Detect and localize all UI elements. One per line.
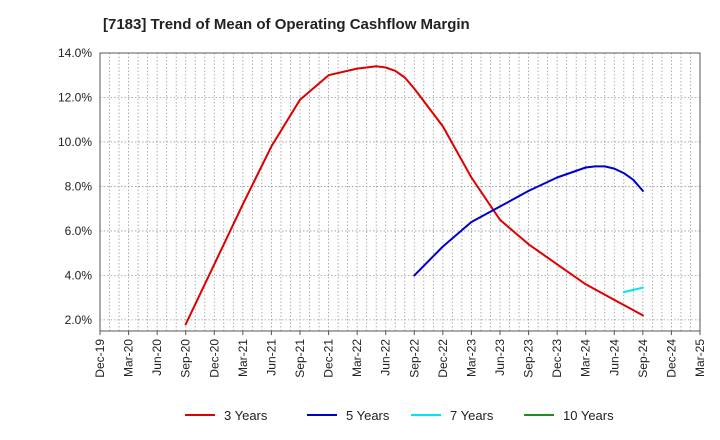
data-point: [613, 298, 616, 301]
data-point: [632, 178, 635, 181]
y-tick-label: 8.0%: [65, 179, 93, 193]
data-point: [641, 314, 644, 317]
data-point: [413, 87, 416, 90]
data-point: [527, 189, 530, 192]
x-tick-label: Jun-23: [493, 339, 507, 376]
y-tick-label: 6.0%: [65, 224, 93, 238]
x-tick-label: Jun-22: [379, 339, 393, 376]
data-point: [499, 218, 501, 221]
legend-label-3: 7 Years: [450, 408, 494, 423]
data-point: [594, 165, 597, 168]
x-tick-label: Jun-20: [150, 339, 164, 376]
data-point: [603, 165, 606, 168]
data-point: [270, 145, 273, 148]
data-point: [584, 283, 587, 286]
data-point: [241, 203, 244, 206]
legend-label-4: 10 Years: [563, 408, 614, 423]
data-point: [384, 66, 387, 69]
data-point: [470, 221, 473, 223]
data-point: [622, 172, 625, 174]
x-tick-label: Dec-23: [550, 339, 564, 378]
x-tick-label: Dec-24: [664, 339, 678, 378]
x-tick-label: Mar-22: [350, 339, 364, 377]
data-point: [375, 65, 378, 68]
x-tick-label: Sep-21: [293, 339, 307, 378]
data-point: [622, 291, 625, 293]
x-tick-label: Dec-22: [436, 339, 450, 378]
x-tick-label: Mar-21: [236, 339, 250, 377]
y-tick-label: 10.0%: [58, 135, 92, 149]
data-point: [365, 66, 368, 69]
data-point: [356, 67, 359, 70]
data-point: [470, 176, 473, 179]
x-tick-label: Jun-21: [264, 339, 278, 376]
data-point: [184, 323, 187, 326]
data-point: [413, 274, 416, 277]
chart-title: [7183] Trend of Mean of Operating Cashfl…: [103, 16, 470, 33]
x-tick-label: Sep-23: [522, 339, 536, 378]
x-tick-label: Sep-22: [407, 339, 421, 378]
x-tick-label: Mar-23: [464, 339, 478, 377]
data-point: [299, 98, 301, 101]
data-point: [527, 243, 530, 246]
x-tick-label: Mar-25: [693, 339, 707, 377]
legend-label-1: 3 Years: [224, 408, 268, 423]
x-tick-label: Mar-20: [122, 339, 136, 377]
data-point: [441, 245, 444, 248]
data-point: [327, 74, 330, 77]
y-tick-label: 14.0%: [58, 46, 92, 60]
plot-border: [99, 52, 701, 332]
data-point: [403, 76, 406, 79]
y-tick-label: 12.0%: [58, 90, 92, 104]
data-point: [499, 205, 501, 208]
data-point: [613, 167, 616, 170]
x-tick-label: Mar-24: [579, 339, 593, 377]
x-tick-label: Sep-20: [179, 339, 193, 378]
data-point: [632, 288, 635, 291]
data-point: [556, 263, 559, 266]
y-tick-label: 4.0%: [65, 268, 93, 282]
series-line-1: [184, 65, 644, 326]
data-point: [213, 263, 216, 266]
data-point: [441, 125, 444, 128]
x-tick-label: Dec-21: [322, 339, 336, 378]
data-point: [641, 286, 644, 289]
x-tick-label: Dec-20: [207, 339, 221, 378]
legend-label-2: 5 Years: [346, 408, 390, 423]
x-tick-label: Jun-24: [607, 339, 621, 376]
data-point: [394, 69, 397, 72]
data-point: [584, 166, 587, 169]
x-tick-label: Sep-24: [636, 339, 650, 378]
x-tick-label: Dec-19: [93, 339, 107, 378]
data-point: [641, 189, 644, 192]
data-point: [556, 176, 559, 179]
y-tick-label: 2.0%: [65, 313, 93, 327]
